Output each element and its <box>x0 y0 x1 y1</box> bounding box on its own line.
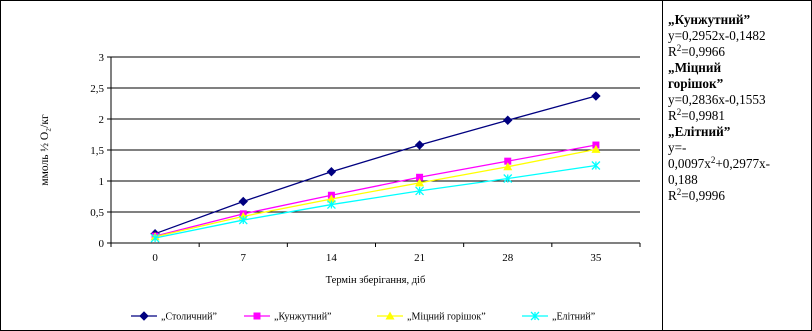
data-point-series-3 <box>326 194 336 203</box>
data-point-series-4 <box>326 200 336 210</box>
legend-label: „Елітний” <box>552 312 595 323</box>
x-tick-label: 21 <box>414 252 425 264</box>
data-point-series-1 <box>414 140 425 150</box>
data-point-series-4 <box>503 174 513 183</box>
series-line-4 <box>154 164 597 239</box>
legend-label: „Кунжутний” <box>274 312 331 323</box>
data-point-series-1 <box>238 196 248 207</box>
series-line-1 <box>154 95 597 235</box>
panel-divider <box>662 0 663 331</box>
equation-1-r2: R2=0,9966 <box>668 43 725 60</box>
equation-2-r2: R2=0,9981 <box>668 107 725 124</box>
equation-3-formula-line1: y=- <box>668 140 687 155</box>
x-tick-label: 7 <box>241 252 247 264</box>
legend-label: „Міцний горішок” <box>407 312 486 323</box>
data-point-series-2 <box>416 173 424 181</box>
data-point-series-1 <box>591 91 601 101</box>
y-tick-label: 1 <box>99 176 105 188</box>
data-point-series-2 <box>504 157 512 165</box>
data-point-series-1 <box>326 166 337 177</box>
data-point-series-4 <box>591 161 601 170</box>
equations-panel: „Кунжутний” y=0,2952x-0,1482 R2=0,9966 „… <box>668 12 810 204</box>
y-tick-label: 3 <box>99 52 105 64</box>
x-tick-label: 28 <box>502 252 514 264</box>
y-tick-label: 1,5 <box>90 145 104 157</box>
series-line-3 <box>154 148 597 238</box>
equation-1-formula: y=0,2952x-0,1482 <box>668 28 766 43</box>
legend-label: „Столичний” <box>161 312 217 323</box>
equation-2-formula: y=0,2836x-0,1553 <box>668 92 766 107</box>
legend-marker <box>385 311 395 320</box>
y-tick-label: 2,5 <box>90 83 104 95</box>
x-tick-label: 14 <box>326 252 338 264</box>
x-axis-title: Термін зберігання, діб <box>326 275 426 286</box>
y-tick-label: 2 <box>99 114 105 126</box>
data-point-series-3 <box>503 162 513 171</box>
equation-2-name-line1: „Міцний <box>668 60 722 75</box>
legend-marker <box>253 312 261 320</box>
equation-3-r2: R2=0,9996 <box>668 187 725 204</box>
y-tick-label: 0,5 <box>90 207 104 219</box>
x-tick-label: 0 <box>152 252 158 264</box>
equation-3-formula-line2: 0,0097x2+0,2977x- <box>668 155 771 172</box>
data-point-series-3 <box>591 144 601 153</box>
legend-marker <box>530 311 540 321</box>
data-point-series-3 <box>415 178 425 187</box>
series-line-2 <box>154 144 597 237</box>
equation-3-formula-line3: 0,188 <box>668 172 698 187</box>
x-tick-label: 35 <box>590 252 602 264</box>
data-point-series-4 <box>150 233 160 243</box>
data-point-series-4 <box>238 215 248 225</box>
data-point-series-4 <box>415 186 425 196</box>
line-chart: 0 0,5 1 1,5 2 2,5 3 0 7 14 21 28 35 Термін зберігання… <box>39 52 641 323</box>
y-tick-label: 0 <box>99 238 105 250</box>
legend-marker <box>139 311 149 321</box>
y-axis-title: ммоль ½ O₂/кг <box>39 114 51 186</box>
equation-3-name: „Елітний” <box>668 124 731 139</box>
equation-1-name: „Кунжутний” <box>668 12 751 27</box>
data-point-series-1 <box>503 115 513 125</box>
equation-2-name-line2: горішок” <box>668 76 724 91</box>
